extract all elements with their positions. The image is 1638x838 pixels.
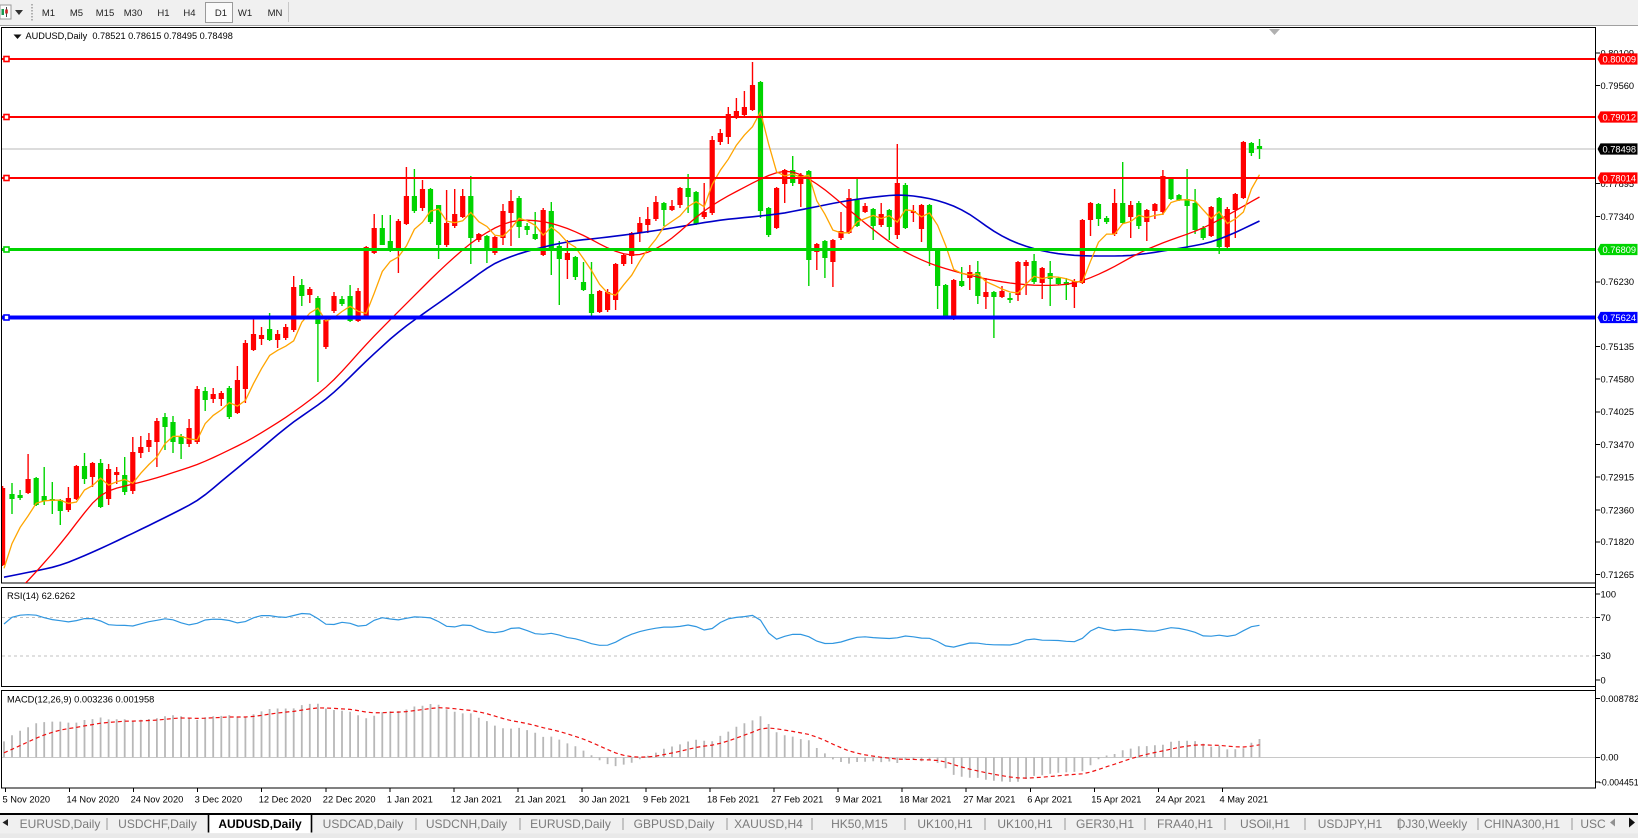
svg-text:30 Jan 2021: 30 Jan 2021 (579, 795, 630, 805)
svg-text:CHINA300,H1: CHINA300,H1 (1484, 817, 1560, 831)
svg-text:0.75624: 0.75624 (1603, 313, 1637, 323)
svg-text:DJ30,Weekly: DJ30,Weekly (1397, 817, 1467, 831)
svg-text:0.77340: 0.77340 (1601, 212, 1635, 222)
svg-text:0.78498: 0.78498 (1603, 144, 1637, 154)
svg-text:M30: M30 (124, 8, 142, 19)
svg-text:USDCNH,Daily: USDCNH,Daily (426, 817, 507, 831)
svg-text:18 Feb 2021: 18 Feb 2021 (707, 795, 759, 805)
svg-text:0.00: 0.00 (1601, 753, 1619, 763)
svg-text:27 Feb 2021: 27 Feb 2021 (771, 795, 823, 805)
svg-text:GER30,H1: GER30,H1 (1076, 817, 1134, 831)
svg-text:21 Jan 2021: 21 Jan 2021 (515, 795, 566, 805)
svg-text:0.72915: 0.72915 (1601, 473, 1635, 483)
svg-text:0: 0 (1601, 675, 1606, 685)
svg-text:4 May 2021: 4 May 2021 (1220, 795, 1269, 805)
svg-text:0.79012: 0.79012 (1603, 112, 1637, 122)
svg-text:USOil,H1: USOil,H1 (1240, 817, 1290, 831)
svg-text:AUDUSD,Daily 0.78521 0.78615: AUDUSD,Daily 0.78521 0.78615 0.78495 0.7… (26, 31, 233, 41)
svg-text:14 Nov 2020: 14 Nov 2020 (67, 795, 120, 805)
svg-text:0.72360: 0.72360 (1601, 505, 1635, 515)
svg-text:0.78014: 0.78014 (1603, 173, 1637, 183)
svg-text:0.71820: 0.71820 (1601, 537, 1635, 547)
svg-text:RSI(14) 62.6262: RSI(14) 62.6262 (7, 591, 75, 601)
svg-text:30: 30 (1601, 651, 1611, 661)
svg-text:22 Dec 2020: 22 Dec 2020 (323, 795, 376, 805)
svg-text:H4: H4 (183, 8, 195, 19)
svg-text:0.73470: 0.73470 (1601, 440, 1635, 450)
svg-text:USDCAD,Daily: USDCAD,Daily (323, 817, 404, 831)
svg-text:W1: W1 (238, 8, 252, 19)
svg-text:0.76230: 0.76230 (1601, 277, 1635, 287)
svg-text:27 Mar 2021: 27 Mar 2021 (963, 795, 1015, 805)
svg-text:MACD(12,26,9) 0.003236 0.00195: MACD(12,26,9) 0.003236 0.001958 (7, 695, 154, 705)
svg-text:5 Nov 2020: 5 Nov 2020 (3, 795, 51, 805)
svg-text:-0.004451: -0.004451 (1599, 777, 1638, 787)
svg-text:0.75135: 0.75135 (1601, 342, 1635, 352)
svg-text:70: 70 (1601, 613, 1611, 623)
svg-text:0.74580: 0.74580 (1601, 375, 1635, 385)
svg-text:FRA40,H1: FRA40,H1 (1157, 817, 1213, 831)
svg-text:USC: USC (1580, 817, 1606, 831)
svg-text:XAUUSD,H4: XAUUSD,H4 (734, 817, 803, 831)
svg-text:9 Feb 2021: 9 Feb 2021 (643, 795, 690, 805)
svg-text:24 Nov 2020: 24 Nov 2020 (131, 795, 184, 805)
svg-text:18 Mar 2021: 18 Mar 2021 (899, 795, 951, 805)
svg-text:1 Jan 2021: 1 Jan 2021 (387, 795, 433, 805)
svg-text:12 Jan 2021: 12 Jan 2021 (451, 795, 502, 805)
svg-text:UK100,H1: UK100,H1 (997, 817, 1053, 831)
svg-text:AUDUSD,Daily: AUDUSD,Daily (218, 817, 302, 831)
svg-text:15 Apr 2021: 15 Apr 2021 (1091, 795, 1141, 805)
svg-text:HK50,M15: HK50,M15 (831, 817, 888, 831)
svg-text:0.74025: 0.74025 (1601, 407, 1635, 417)
svg-text:USDCHF,Daily: USDCHF,Daily (118, 817, 197, 831)
svg-text:0.77895: 0.77895 (1601, 179, 1635, 189)
svg-text:GBPUSD,Daily: GBPUSD,Daily (634, 817, 715, 831)
svg-text:M1: M1 (42, 8, 55, 19)
svg-text:9 Mar 2021: 9 Mar 2021 (835, 795, 882, 805)
svg-text:M15: M15 (96, 8, 114, 19)
svg-text:M5: M5 (70, 8, 83, 19)
svg-text:H1: H1 (157, 8, 169, 19)
svg-text:USDJPY,H1: USDJPY,H1 (1318, 817, 1383, 831)
svg-text:UK100,H1: UK100,H1 (917, 817, 973, 831)
svg-text:MN: MN (268, 8, 283, 19)
svg-text:24 Apr 2021: 24 Apr 2021 (1155, 795, 1205, 805)
svg-text:EURUSD,Daily: EURUSD,Daily (20, 817, 101, 831)
svg-text:D1: D1 (215, 8, 227, 19)
svg-text:0.008782: 0.008782 (1601, 694, 1638, 704)
svg-text:0.71265: 0.71265 (1601, 570, 1635, 580)
svg-text:0.76809: 0.76809 (1603, 245, 1637, 255)
svg-text:0.79560: 0.79560 (1601, 81, 1635, 91)
svg-text:3 Dec 2020: 3 Dec 2020 (195, 795, 243, 805)
svg-text:6 Apr 2021: 6 Apr 2021 (1027, 795, 1072, 805)
svg-text:EURUSD,Daily: EURUSD,Daily (530, 817, 611, 831)
svg-text:12 Dec 2020: 12 Dec 2020 (259, 795, 312, 805)
svg-text:100: 100 (1601, 589, 1617, 599)
svg-text:0.80009: 0.80009 (1603, 54, 1637, 64)
